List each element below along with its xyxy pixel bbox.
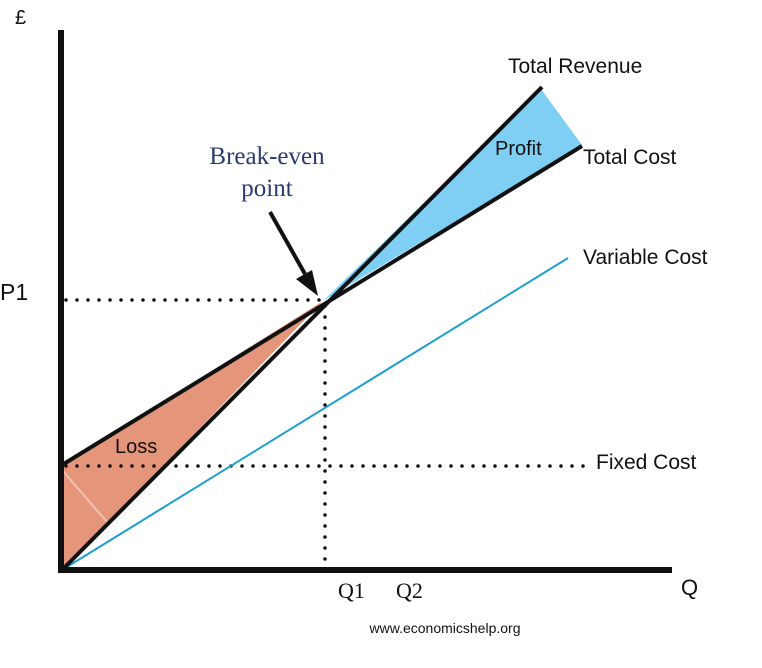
break-even-arrow-shaft [268,211,307,275]
profit-region [323,89,582,301]
y-axis-label: £ [15,7,26,29]
break-even-arrow-head [296,270,318,296]
x-axis-label: Q [681,575,698,600]
source-label: www.economicshelp.org [369,620,521,636]
variable-cost-line [61,257,569,571]
fixed-cost-label: Fixed Cost [596,451,697,474]
profit-label: Profit [495,138,542,160]
q2-label: Q2 [396,578,423,603]
break-even-label-line2: point [241,175,292,202]
total-cost-line [60,144,584,467]
loss-label: Loss [115,436,157,458]
price-label: P1 [0,279,28,305]
break-even-label-line1: Break-even [209,143,325,170]
total-revenue-line [60,85,544,572]
q1-label: Q1 [338,578,365,603]
variable-cost-label: Variable Cost [583,246,708,269]
loss-highlight [61,469,108,523]
total-revenue-label: Total Revenue [508,55,642,78]
total-cost-label: Total Cost [583,146,677,169]
